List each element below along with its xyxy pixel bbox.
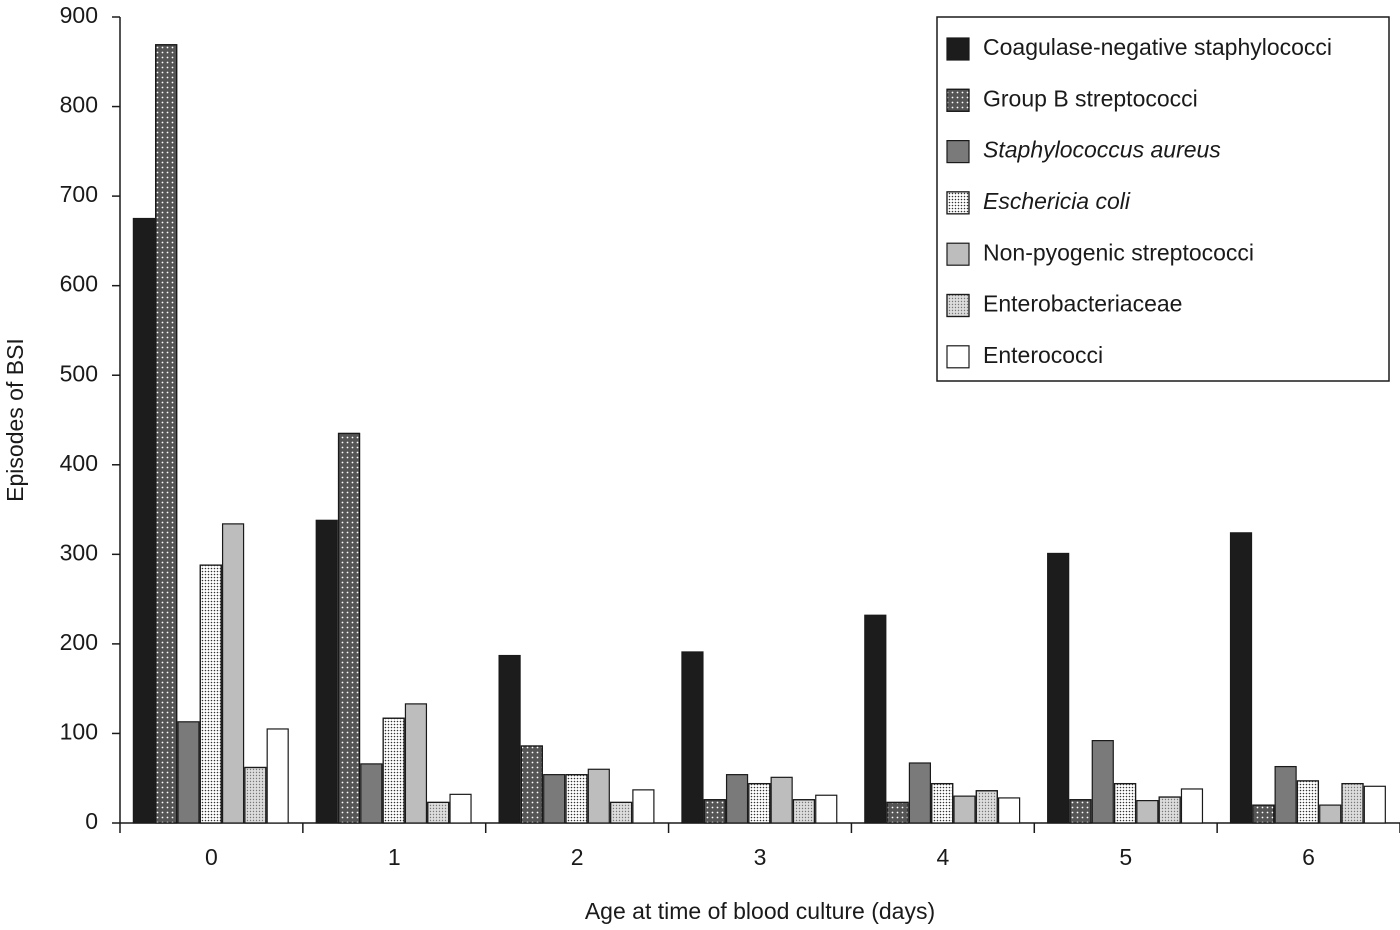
- bar-pattern: [427, 801, 450, 824]
- legend-label: Enterobacteriaceae: [983, 291, 1182, 317]
- bar-pattern: [244, 766, 267, 824]
- legend-label: Group B streptococci: [983, 85, 1198, 111]
- y-tick-label: 200: [60, 629, 98, 655]
- legend-swatch: [946, 140, 970, 164]
- bar-pattern: [520, 745, 543, 824]
- x-tick-label: 3: [754, 844, 767, 870]
- x-tick-label: 5: [1119, 844, 1132, 870]
- bar-pattern: [886, 801, 909, 824]
- bar: [221, 523, 245, 824]
- bar: [1229, 532, 1253, 824]
- y-tick-label: 500: [60, 360, 98, 386]
- y-tick-label: 700: [60, 181, 98, 207]
- bar: [315, 519, 338, 824]
- bar-pattern: [609, 801, 633, 824]
- bar-pattern: [1296, 780, 1320, 824]
- x-tick-label: 2: [571, 844, 584, 870]
- bar: [360, 763, 383, 824]
- bar-pattern: [1113, 782, 1137, 824]
- bar-pattern: [1341, 782, 1364, 824]
- bar: [1047, 552, 1070, 824]
- legend-label: Eschericia coli: [983, 188, 1131, 214]
- bar: [1363, 785, 1386, 824]
- bar-pattern: [1158, 796, 1181, 824]
- bar-pattern: [155, 44, 178, 824]
- y-axis-title: Episodes of BSI: [2, 338, 28, 502]
- y-tick-label: 100: [60, 719, 98, 745]
- bar: [1180, 788, 1204, 824]
- legend-box: [936, 16, 1390, 382]
- y-tick-label: 0: [85, 808, 98, 834]
- bar: [543, 774, 566, 824]
- x-tick-label: 6: [1302, 844, 1315, 870]
- y-tick-label: 900: [60, 2, 98, 28]
- legend-label: Staphylococcus aureus: [983, 137, 1221, 163]
- bar: [498, 654, 521, 824]
- bar-pattern: [337, 432, 361, 824]
- bar: [404, 703, 428, 824]
- bar-pattern: [199, 564, 222, 824]
- bar: [632, 789, 655, 824]
- legend-label: Enterococci: [983, 342, 1103, 368]
- bar: [1274, 765, 1297, 824]
- x-tick-label: 1: [388, 844, 401, 870]
- x-tick-label: 0: [205, 844, 218, 870]
- legend-label: Coagulase-negative staphylococci: [983, 34, 1332, 60]
- bar: [725, 774, 749, 824]
- bar-pattern: [931, 782, 954, 824]
- legend-swatch-pattern: [946, 293, 970, 318]
- legend-label: Non-pyogenic streptococci: [983, 239, 1254, 265]
- y-tick-label: 300: [60, 539, 98, 565]
- y-tick-label: 600: [60, 271, 98, 297]
- y-tick-label: 400: [60, 450, 98, 476]
- legend-swatch: [946, 37, 970, 61]
- bar: [864, 614, 887, 824]
- bar: [132, 217, 155, 824]
- bar-pattern: [975, 790, 998, 824]
- bar: [1091, 740, 1114, 824]
- bar: [770, 776, 793, 824]
- legend-swatch: [946, 242, 970, 266]
- bar: [681, 651, 704, 824]
- bar-pattern: [703, 799, 726, 824]
- bar: [1136, 800, 1159, 824]
- legend-swatch-pattern: [946, 191, 970, 215]
- legend-swatch-pattern: [946, 88, 970, 112]
- bar: [587, 768, 610, 824]
- bar-pattern: [382, 717, 405, 824]
- bar: [908, 762, 932, 824]
- bar-pattern: [1069, 799, 1092, 824]
- bar: [449, 793, 472, 824]
- x-tick-label: 4: [936, 844, 949, 870]
- bar-pattern: [565, 774, 588, 824]
- bar: [953, 795, 976, 824]
- bar: [815, 794, 838, 824]
- bar: [1319, 804, 1342, 824]
- bar: [998, 797, 1021, 824]
- x-axis-title: Age at time of blood culture (days): [585, 898, 935, 924]
- legend-swatch: [946, 345, 970, 369]
- bar-pattern: [1252, 804, 1275, 824]
- bar: [177, 721, 200, 824]
- bar-pattern: [792, 799, 816, 824]
- bar: [266, 728, 289, 824]
- bar-pattern: [748, 782, 771, 824]
- y-tick-label: 800: [60, 92, 98, 118]
